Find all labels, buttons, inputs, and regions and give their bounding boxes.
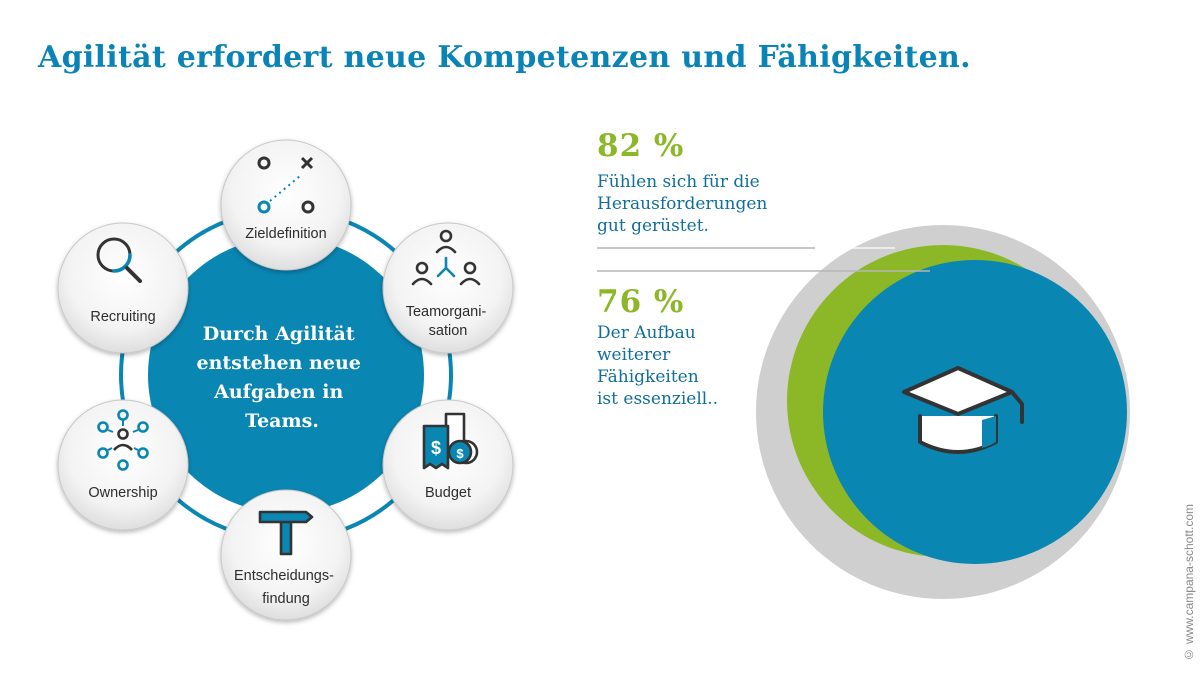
- svg-text:$: $: [456, 446, 464, 461]
- node-entscheidungsfindung: Entscheidungs- findung: [220, 489, 352, 621]
- node-label: Teamorgani- sation: [406, 304, 491, 339]
- cycle-diagram: Durch Agilität entstehen neue Aufgaben i…: [57, 139, 514, 621]
- svg-text:$: $: [431, 438, 441, 458]
- stat-value-76: 76 %: [597, 284, 685, 320]
- node-teamorganisation: Teamorgani- sation: [382, 222, 514, 354]
- stat-value-82: 82 %: [597, 128, 685, 164]
- magnifier-icon: [96, 237, 142, 283]
- center-line: Aufgaben in: [213, 381, 343, 403]
- center-text: Durch Agilität entstehen neue Aufgaben i…: [196, 323, 367, 432]
- signpost-icon: [258, 510, 314, 556]
- center-line: entstehen neue: [196, 352, 360, 374]
- graduation-cap-icon: [902, 366, 1024, 454]
- node-label: Zieldefinition: [245, 226, 326, 242]
- node-label: Budget: [425, 485, 471, 501]
- node-label: Recruiting: [90, 309, 155, 325]
- money-receipt-icon: $ $: [422, 412, 479, 470]
- node-label: Entscheidungs- findung: [234, 568, 338, 607]
- ownership-icon: [97, 409, 149, 471]
- stat-text-76: Der Aufbau weiterer Fähigkeiten ist esse…: [597, 323, 719, 409]
- center-line: Durch Agilität: [203, 323, 355, 345]
- stat-text-82: Fühlen sich für die Herausforderungen gu…: [597, 172, 768, 236]
- stats-graphic: [597, 225, 1130, 599]
- node-budget: $ $ Budget: [382, 399, 514, 531]
- page-title: Agilität erfordert neue Kompetenzen und …: [38, 40, 971, 75]
- node-recruiting: Recruiting: [57, 222, 189, 354]
- node-ownership: Ownership: [57, 399, 189, 531]
- center-line: Teams.: [245, 410, 319, 432]
- target-path-icon: [257, 156, 315, 214]
- node-zieldefinition: Zieldefinition: [220, 139, 352, 271]
- inner-circle: [823, 260, 1127, 564]
- node-label: Ownership: [88, 485, 157, 501]
- center-circle: [148, 237, 424, 513]
- team-network-icon: [411, 229, 481, 286]
- copyright: © www.campana-schott.com: [1182, 503, 1196, 661]
